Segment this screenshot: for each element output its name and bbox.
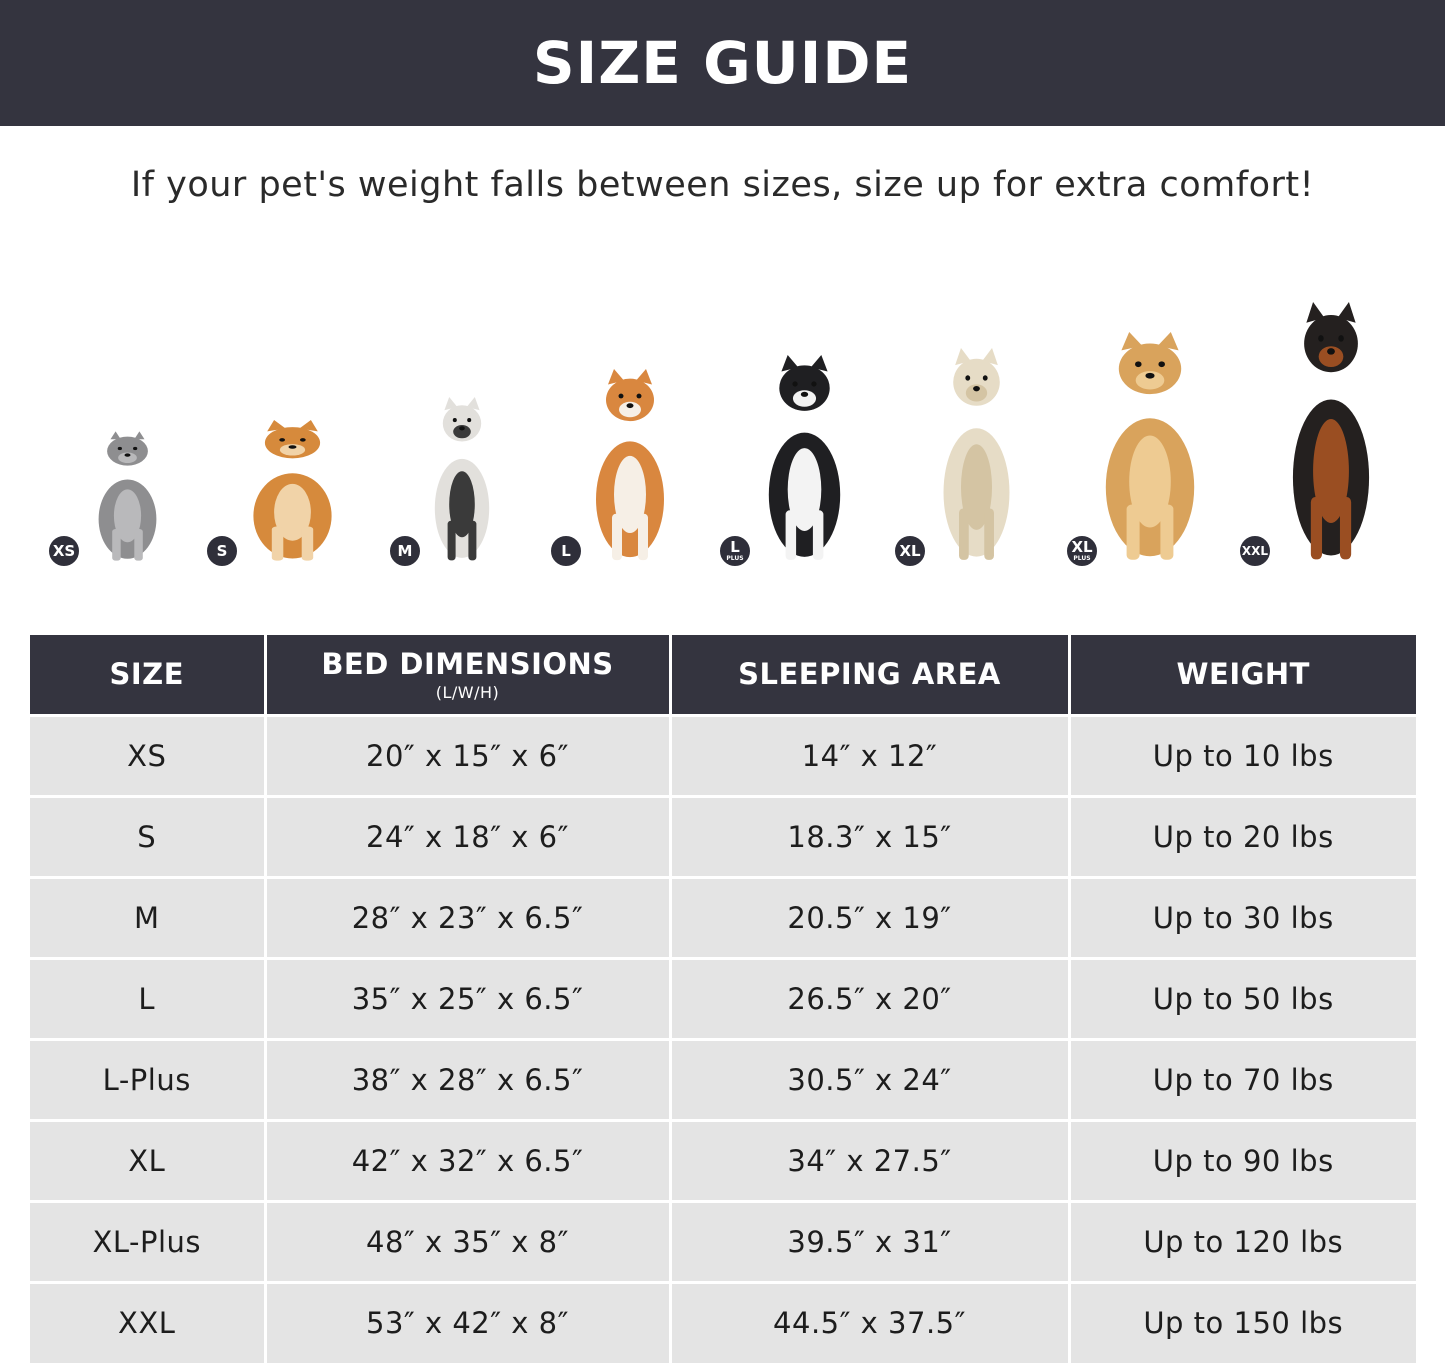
pet-lineup: XS S M L L PL [0, 290, 1445, 580]
header-size: SIZE [30, 635, 267, 715]
subtitle: If your pet's weight falls between sizes… [130, 165, 1315, 205]
header-bed-dimensions: BED DIMENSIONS (L/W/H) [265, 635, 672, 715]
cell-bed-dimensions: 24″ x 18″ x 6″ [265, 794, 672, 877]
pet-image-cat [85, 430, 170, 562]
size-badge: M [388, 534, 422, 568]
cell-size: S [30, 794, 267, 877]
pet-image-pomeranian [235, 420, 350, 562]
pet-image-french-bulldog [422, 397, 502, 562]
cell-sleeping-area: 14″ x 12″ [670, 713, 1071, 796]
cell-bed-dimensions: 38″ x 28″ x 6.5″ [265, 1037, 672, 1120]
cell-size: L [30, 956, 267, 1039]
cell-sleeping-area: 26.5″ x 20″ [670, 956, 1071, 1039]
cell-weight: Up to 90 lbs [1069, 1118, 1416, 1201]
cell-size: XXL [30, 1280, 267, 1363]
size-badge-plus: PLUS [726, 555, 744, 562]
cell-size: XL [30, 1118, 267, 1201]
table-row: XS 20″ x 15″ x 6″ 14″ x 12″ Up to 10 lbs [30, 713, 1416, 796]
size-badge-label: XS [52, 541, 76, 560]
cell-weight: Up to 50 lbs [1069, 956, 1416, 1039]
pet-image-shiba-inu [580, 369, 680, 562]
size-badge-label: L [561, 541, 571, 560]
table-row: S 24″ x 18″ x 6″ 18.3″ x 15″ Up to 20 lbs [30, 794, 1416, 877]
size-badge: S [205, 534, 239, 568]
cell-bed-dimensions: 42″ x 32″ x 6.5″ [265, 1118, 672, 1201]
table-row: XXL 53″ x 42″ x 8″ 44.5″ x 37.5″ Up to 150 … [30, 1280, 1416, 1363]
table-row: L 35″ x 25″ x 6.5″ 26.5″ x 20″ Up to 50 lbs [30, 956, 1416, 1039]
pet-image-labrador [928, 348, 1025, 562]
pet-image-doberman [1275, 302, 1387, 562]
cell-sleeping-area: 20.5″ x 19″ [670, 875, 1071, 958]
table-row: L-Plus 38″ x 28″ x 6.5″ 30.5″ x 24″ Up to 7… [30, 1037, 1416, 1120]
size-badge: XS [47, 534, 81, 568]
size-badge-plus: PLUS [1073, 555, 1091, 562]
cell-bed-dimensions: 48″ x 35″ x 8″ [265, 1199, 672, 1282]
size-badge-label: XXL [1241, 544, 1269, 558]
cell-size: XS [30, 713, 267, 796]
table-row: XL-Plus 48″ x 35″ x 8″ 39.5″ x 31″ Up to 12… [30, 1199, 1416, 1282]
cell-size: XL-Plus [30, 1199, 267, 1282]
table-row: M 28″ x 23″ x 6.5″ 20.5″ x 19″ Up to 30 lbs [30, 875, 1416, 958]
size-badge: XL PLUS [1065, 534, 1099, 568]
cell-weight: Up to 20 lbs [1069, 794, 1416, 877]
cell-weight: Up to 30 lbs [1069, 875, 1416, 958]
size-table: SIZE BED DIMENSIONS (L/W/H) SLEEPING ARE… [30, 635, 1416, 1363]
cell-weight: Up to 10 lbs [1069, 713, 1416, 796]
header-sleeping-area: SLEEPING AREA [670, 635, 1071, 715]
size-badge-label: S [216, 541, 228, 560]
cell-weight: Up to 150 lbs [1069, 1280, 1416, 1363]
cell-sleeping-area: 30.5″ x 24″ [670, 1037, 1071, 1120]
cell-bed-dimensions: 53″ x 42″ x 8″ [265, 1280, 672, 1363]
cell-bed-dimensions: 20″ x 15″ x 6″ [265, 713, 672, 796]
size-badge: L PLUS [718, 534, 752, 568]
title-banner: SIZE GUIDE [0, 0, 1445, 126]
size-badge-label: XL [1071, 538, 1093, 556]
size-badge-label: M [397, 541, 413, 560]
header-bed-label: BED DIMENSIONS [321, 646, 614, 681]
size-badge-label: L [730, 538, 740, 556]
size-badge: L [549, 534, 583, 568]
table-header-row: SIZE BED DIMENSIONS (L/W/H) SLEEPING ARE… [30, 635, 1416, 715]
cell-sleeping-area: 39.5″ x 31″ [670, 1199, 1071, 1282]
cell-sleeping-area: 34″ x 27.5″ [670, 1118, 1071, 1201]
header-weight: WEIGHT [1069, 635, 1416, 715]
cell-sleeping-area: 44.5″ x 37.5″ [670, 1280, 1071, 1363]
cell-size: M [30, 875, 267, 958]
cell-weight: Up to 70 lbs [1069, 1037, 1416, 1120]
page-title: SIZE GUIDE [532, 29, 913, 97]
cell-weight: Up to 120 lbs [1069, 1199, 1416, 1282]
pet-image-golden-retriever [1085, 332, 1215, 562]
header-bed-sublabel: (L/W/H) [435, 682, 500, 702]
pet-image-border-collie [752, 355, 857, 562]
cell-sleeping-area: 18.3″ x 15″ [670, 794, 1071, 877]
table-row: XL 42″ x 32″ x 6.5″ 34″ x 27.5″ Up to 90 lb… [30, 1118, 1416, 1201]
cell-bed-dimensions: 28″ x 23″ x 6.5″ [265, 875, 672, 958]
size-badge: XXL [1238, 534, 1272, 568]
cell-size: L-Plus [30, 1037, 267, 1120]
size-badge: XL [893, 534, 927, 568]
cell-bed-dimensions: 35″ x 25″ x 6.5″ [265, 956, 672, 1039]
size-badge-label: XL [899, 541, 921, 560]
